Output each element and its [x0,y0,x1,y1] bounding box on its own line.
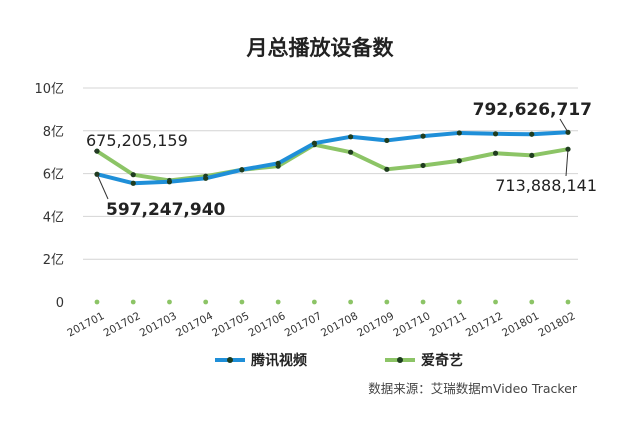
x-tick-label: 201711 [428,310,469,339]
x-tick-label: 201709 [355,310,396,339]
baseline-marker [456,299,462,305]
data-point [456,158,462,164]
baseline-marker [565,299,571,305]
baseline-marker [529,299,535,305]
y-tick-label: 6亿 [43,168,64,183]
gridlines [83,87,578,305]
data-point [384,166,390,172]
baseline-marker [203,299,209,305]
data-label: 792,626,717 [473,100,592,120]
y-axis-ticks: 0 2亿 4亿 6亿 8亿 10亿 [34,82,64,311]
x-tick-label: 201706 [247,310,288,340]
data-point [492,131,499,137]
data-point [348,134,354,140]
baseline-marker [384,299,390,305]
data-point [311,140,317,146]
data-point [492,150,499,156]
legend-label: 爱奇艺 [421,352,463,369]
baseline-marker [275,299,281,305]
data-label: 597,247,940 [106,200,226,220]
data-point [456,130,462,136]
baseline-marker [420,299,426,305]
data-point [275,160,281,166]
data-point [130,172,136,178]
data-point [529,131,535,137]
x-tick-label: 201705 [210,310,251,339]
annotation-leader [96,174,109,200]
data-label: 675,205,159 [86,131,188,150]
x-tick-label: 201801 [500,310,541,339]
x-tick-label: 201712 [464,310,505,339]
annotation-leader [565,149,569,177]
x-tick-label: 201708 [319,310,360,339]
x-tick-label: 201802 [536,310,577,339]
x-tick-label: 201702 [102,310,143,339]
y-tick-label: 0 [56,296,64,311]
data-label: 713,888,141 [495,176,597,195]
data-point [166,179,173,185]
x-tick-label: 201707 [283,310,324,339]
y-tick-label: 8亿 [43,125,64,140]
annotation-leader [559,118,569,133]
data-source-note: 数据来源：艾瑞数据mVideo Tracker [368,381,578,396]
series-group [94,129,571,186]
legend-label: 腾讯视频 [251,352,307,369]
baseline-marker [94,299,100,305]
data-point [239,167,245,173]
y-tick-label: 10亿 [34,82,64,97]
baseline-marker [348,299,354,305]
baseline-marker [493,299,498,305]
x-axis-ticks: 2017012017022017032017042017052017062017… [65,310,577,340]
annotations: 675,205,159 597,247,940 792,626,717 713,888… [86,100,597,220]
series-line-0 [95,130,570,186]
chart-title: 月总播放设备数 [246,36,395,60]
data-point [420,162,426,169]
data-point [130,180,136,186]
baseline-marker [167,299,172,305]
x-tick-label: 201710 [391,310,432,339]
baseline-marker [239,299,245,305]
baseline-marker [130,299,136,305]
data-point [565,146,571,152]
legend-marker [227,357,233,363]
data-point [529,152,535,159]
y-tick-label: 4亿 [43,210,64,225]
legend: 腾讯视频 爱奇艺 [215,352,463,369]
baseline-marker [311,299,317,305]
y-tick-label: 2亿 [43,253,64,268]
data-point [203,175,209,181]
x-tick-label: 201703 [138,310,179,339]
data-point [420,133,426,139]
data-point [384,137,390,144]
x-tick-label: 201701 [65,310,106,339]
data-point [348,149,354,155]
x-tick-label: 201704 [174,310,215,340]
legend-marker [397,357,403,363]
